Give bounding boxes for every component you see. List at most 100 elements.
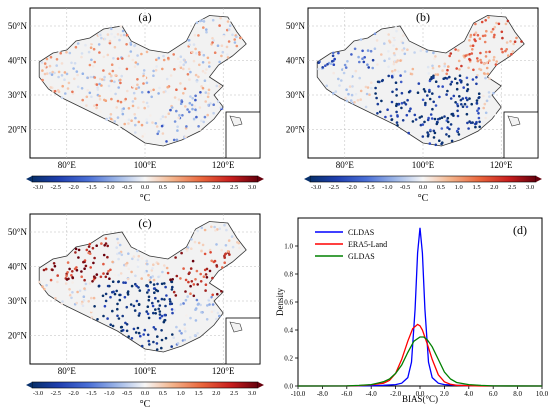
station-dot xyxy=(193,105,197,108)
map-panel-b: (b) 50°N 40°N 30°N 20°N 80°E 100°E 120°E -3.0 -2.… xyxy=(286,7,542,204)
station-dot xyxy=(426,134,430,138)
station-dot xyxy=(211,37,214,40)
colorbar-min-arrow xyxy=(304,176,310,182)
station-dot xyxy=(391,70,394,73)
station-dot xyxy=(361,57,364,60)
station-dot xyxy=(137,86,141,89)
y-tick-label: 0.4 xyxy=(284,327,293,335)
station-dot xyxy=(116,302,119,306)
station-dot xyxy=(446,126,449,129)
station-dot xyxy=(216,292,219,296)
station-dot xyxy=(177,98,181,101)
colorbar-tick-label: 1.0 xyxy=(177,184,185,191)
station-dot xyxy=(163,319,166,322)
station-dot xyxy=(213,225,216,229)
station-dot xyxy=(357,55,360,59)
station-dot xyxy=(218,85,221,88)
station-dot xyxy=(511,50,515,53)
station-dot xyxy=(384,31,388,34)
station-dot xyxy=(190,280,194,283)
station-dot xyxy=(332,71,336,75)
station-dot xyxy=(212,297,215,300)
station-dot xyxy=(419,49,423,52)
station-dot xyxy=(41,69,44,72)
station-dot xyxy=(218,314,221,318)
station-dot xyxy=(209,102,212,105)
station-dot xyxy=(437,117,440,121)
station-dot xyxy=(204,100,207,103)
station-dot xyxy=(338,84,341,87)
station-dot xyxy=(395,88,398,91)
station-dot xyxy=(367,66,371,69)
station-dot xyxy=(197,302,200,306)
station-dot xyxy=(164,304,167,308)
station-dot xyxy=(168,298,172,301)
station-dot xyxy=(129,50,133,53)
station-dot xyxy=(224,241,227,245)
station-dot xyxy=(87,300,90,303)
station-dot xyxy=(437,65,441,68)
station-dot xyxy=(127,54,131,58)
station-dot xyxy=(171,278,174,281)
station-dot xyxy=(170,280,174,284)
colorbar-min-arrow xyxy=(26,382,32,388)
station-dot xyxy=(116,241,120,245)
station-dot xyxy=(179,66,183,69)
station-dot xyxy=(183,323,186,326)
station-dot xyxy=(89,46,93,49)
colorbar-tick-label: 2.0 xyxy=(212,390,220,397)
station-dot xyxy=(84,264,88,268)
station-dot xyxy=(414,118,418,121)
station-dot xyxy=(161,115,165,118)
station-dot xyxy=(459,98,463,102)
station-dot xyxy=(43,287,46,291)
station-dot xyxy=(480,20,484,24)
station-dot xyxy=(109,113,113,116)
station-dot xyxy=(117,317,121,320)
station-dot xyxy=(162,54,165,58)
station-dot xyxy=(164,115,167,119)
station-dot xyxy=(147,298,151,302)
station-dot xyxy=(48,71,52,75)
station-dot xyxy=(434,55,437,58)
station-dot xyxy=(82,299,86,302)
station-dot xyxy=(407,72,410,76)
station-dot xyxy=(326,63,329,66)
station-dot xyxy=(199,93,203,97)
station-dot xyxy=(424,101,427,105)
station-dot xyxy=(166,85,169,89)
station-dot xyxy=(224,244,228,247)
station-dot xyxy=(399,80,403,84)
station-dot xyxy=(358,76,362,80)
station-dot xyxy=(396,115,399,118)
station-dot xyxy=(60,62,64,65)
station-dot xyxy=(481,34,485,38)
station-dot xyxy=(194,73,198,77)
station-dot xyxy=(203,252,207,256)
lat-label: 30°N xyxy=(8,296,28,306)
lat-label: 30°N xyxy=(8,90,28,100)
station-dot xyxy=(103,103,106,107)
station-dot xyxy=(76,42,80,45)
station-dot xyxy=(110,117,113,121)
station-dot xyxy=(125,305,129,309)
station-dot xyxy=(152,340,155,344)
station-dot xyxy=(213,51,217,54)
station-dot xyxy=(152,74,155,77)
station-dot xyxy=(445,72,449,76)
station-dot xyxy=(103,37,107,41)
station-dot xyxy=(206,56,210,60)
station-dot xyxy=(194,278,197,281)
station-dot xyxy=(376,102,380,106)
station-dot xyxy=(203,228,207,232)
station-dot xyxy=(53,264,57,268)
station-dot xyxy=(337,77,340,81)
station-dot xyxy=(481,120,485,124)
station-dot xyxy=(108,41,112,45)
station-dot xyxy=(204,273,208,276)
station-dot xyxy=(104,242,108,245)
station-dot xyxy=(102,69,105,72)
colorbar-tick-label: -3.0 xyxy=(311,184,321,191)
station-dot xyxy=(186,73,190,76)
station-dot xyxy=(421,98,425,102)
